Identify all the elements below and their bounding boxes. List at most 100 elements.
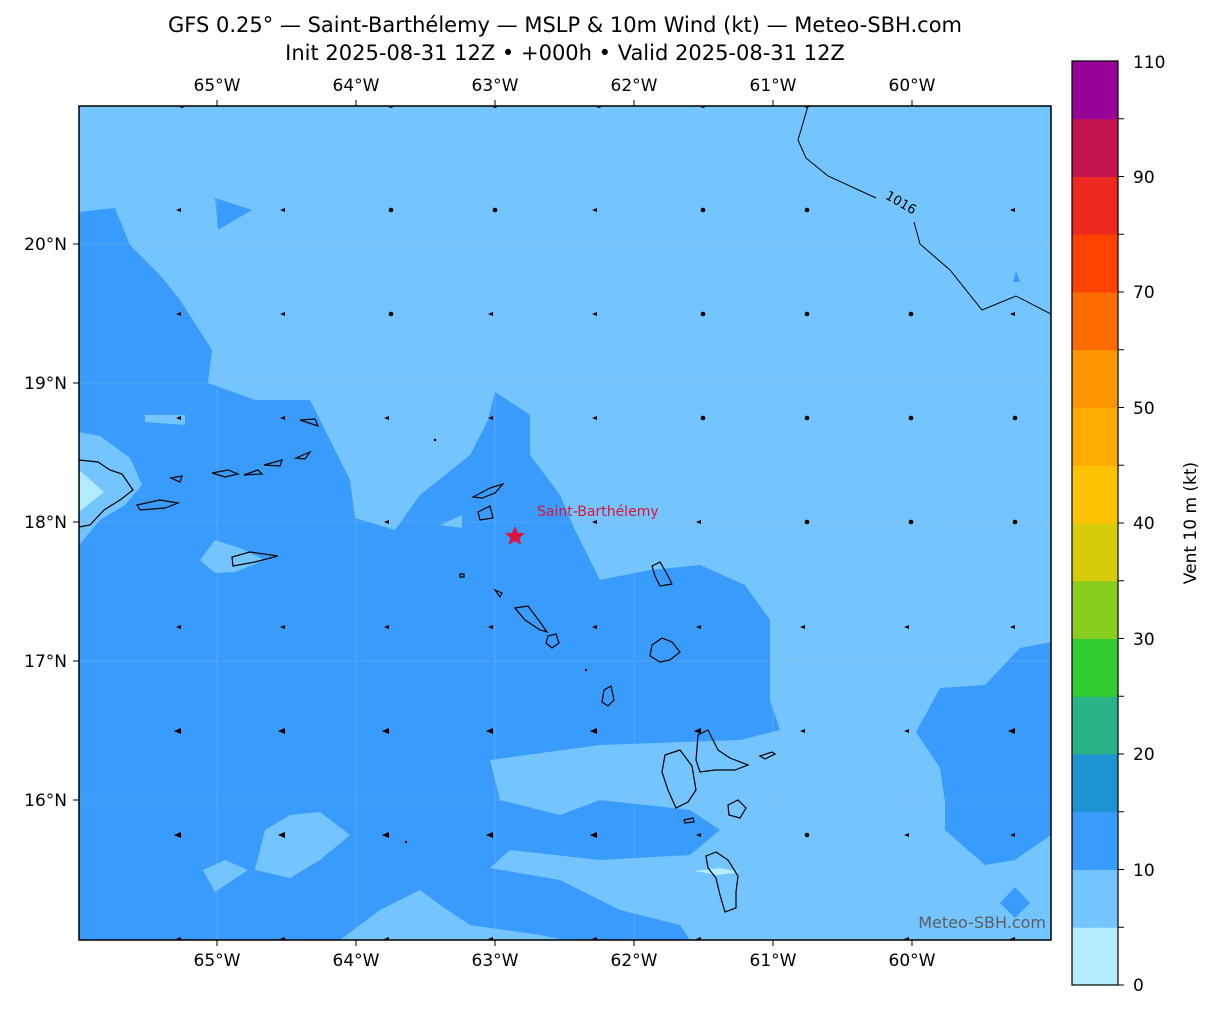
right-lat-stub-18: 1	[1062, 513, 1073, 533]
island-culebra	[168, 475, 183, 483]
lon-label-bottom-62w: 62°W	[611, 951, 658, 971]
colorbar-swatch	[1072, 523, 1118, 582]
island-dominica	[705, 851, 739, 913]
wind-patch-0-5-a	[79, 470, 104, 512]
colorbar-swatch	[1072, 811, 1118, 870]
wind-field: 1016 2 1 1 1 1 Saint-Barthélemy Meteo-SB…	[79, 106, 1073, 940]
gridlines	[79, 106, 1051, 940]
colorbar-swatch	[1072, 580, 1118, 639]
island-st-john	[243, 469, 264, 476]
colorbar-tick-50: 50	[1133, 399, 1155, 419]
coastlines	[79, 106, 1051, 913]
wind-patch-0-5-b	[694, 868, 740, 875]
colorbar-swatch	[1072, 638, 1118, 697]
colorbar-tick-90: 90	[1133, 168, 1155, 188]
colorbar-tick-110: 110	[1133, 53, 1165, 73]
wind-patch-5-10-b	[145, 415, 185, 425]
colorbar-swatch	[1072, 927, 1118, 986]
lon-label-bottom-64w: 64°W	[333, 951, 380, 971]
colorbar-swatch	[1072, 176, 1118, 235]
island-marie-galante	[727, 799, 747, 819]
island-st-thomas	[211, 469, 241, 478]
lon-label-top-65w: 65°W	[194, 76, 241, 96]
lat-label-20n: 20°N	[24, 235, 67, 255]
colorbar-frame	[1071, 60, 1119, 986]
colorbar-swatch	[1072, 696, 1118, 755]
island-saba	[459, 573, 465, 578]
lon-ticks-top	[216, 100, 913, 106]
island-st-kitts-nevis	[513, 605, 549, 634]
island-barbuda	[651, 561, 673, 587]
chart-subtitle: Init 2025-08-31 12Z • +000h • Valid 2025…	[285, 41, 845, 65]
colorbar	[1072, 61, 1124, 986]
island-nevis	[545, 633, 560, 649]
colorbar-swatch	[1072, 465, 1118, 524]
wind-patch-5-10-f	[203, 860, 248, 892]
island-st-eustatius	[493, 588, 503, 599]
wind-patch-5-10-d	[440, 515, 462, 528]
lon-label-bottom-63w: 63°W	[472, 951, 519, 971]
colorbar-swatch	[1072, 118, 1118, 177]
colorbar-swatch	[1072, 407, 1118, 466]
island-anegada	[299, 418, 320, 427]
island-st-martin	[477, 505, 494, 521]
isobar-1016	[797, 106, 1051, 315]
wind-patch-10-15-east	[1000, 887, 1030, 918]
right-lat-stub-17: 1	[1062, 652, 1073, 672]
lon-ticks-bottom	[216, 940, 913, 946]
colorbar-swatch	[1072, 292, 1118, 351]
island-tortola	[263, 459, 283, 467]
chart-title: GFS 0.25° — Saint-Barthélemy — MSLP & 10…	[167, 13, 963, 37]
map-frame	[78, 105, 1052, 941]
island-st-croix	[231, 551, 279, 567]
right-lat-stub-16: 1	[1062, 791, 1073, 811]
colorbar-label: Vent 10 m (kt)	[1181, 462, 1201, 584]
lon-label-top-63w: 63°W	[472, 76, 519, 96]
wind-patch-5-10-e	[255, 812, 350, 878]
island-la-desirade	[758, 751, 777, 760]
wind-band-10-15	[79, 208, 780, 940]
island-antigua	[649, 637, 681, 663]
island-guadeloupe-basse-terre	[661, 749, 697, 809]
colorbar-tick-0: 0	[1133, 976, 1144, 996]
lon-label-top-64w: 64°W	[333, 76, 380, 96]
island-virgin-gorda	[293, 450, 312, 460]
lon-label-top-60w: 60°W	[889, 76, 936, 96]
wind-patch-10-15-drop	[1013, 271, 1020, 282]
island-puerto-rico-east	[79, 459, 134, 528]
lon-label-top-61w: 61°W	[750, 76, 797, 96]
saint-barthelemy-label: Saint-Barthélemy	[537, 504, 659, 520]
colorbar-swatch	[1072, 754, 1118, 813]
colorbar-swatch	[1072, 234, 1118, 293]
lon-label-bottom-61w: 61°W	[750, 951, 797, 971]
lon-label-bottom-65w: 65°W	[194, 951, 241, 971]
island-anguilla	[470, 482, 505, 499]
colorbar-tick-40: 40	[1133, 514, 1155, 534]
island-les-saintes	[683, 817, 695, 824]
colorbar-tick-20: 20	[1133, 745, 1155, 765]
colorbar-swatch	[1072, 349, 1118, 408]
right-lat-stub-19: 1	[1062, 374, 1073, 394]
wind-patch-5-10-h	[340, 890, 565, 940]
right-lat-stub-20: 2	[1062, 235, 1073, 255]
wind-patch-10-15	[215, 198, 252, 230]
island-guadeloupe-grande-terre	[695, 729, 750, 773]
colorbar-swatch	[1072, 61, 1118, 120]
lon-label-bottom-60w: 60°W	[889, 951, 936, 971]
lat-label-18n: 18°N	[24, 513, 67, 533]
lon-label-top-62w: 62°W	[611, 76, 658, 96]
watermark: Meteo-SBH.com	[918, 913, 1046, 932]
lat-label-19n: 19°N	[24, 374, 67, 394]
wind-patch-5-10-g	[79, 432, 142, 545]
colorbar-tick-30: 30	[1133, 630, 1155, 650]
saint-barthelemy-marker	[505, 526, 525, 545]
colorbar-swatch	[1072, 869, 1118, 928]
lat-label-17n: 17°N	[24, 652, 67, 672]
wind-patch-5-10-a	[220, 325, 322, 375]
lat-label-16n: 16°N	[24, 791, 67, 811]
island-montserrat	[601, 685, 615, 707]
lat-ticks-left	[73, 243, 79, 801]
island-vieques	[136, 499, 181, 511]
colorbar-tick-10: 10	[1133, 861, 1155, 881]
